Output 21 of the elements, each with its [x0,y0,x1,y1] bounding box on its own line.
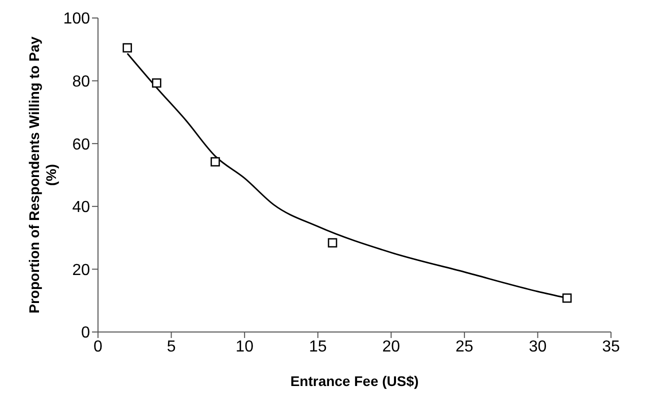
x-tick-label: 10 [236,338,254,356]
point [562,293,572,303]
y-axis-title: Proportion of Respondents Willing to Pay (%) [26,36,59,314]
x-tick-label: 30 [528,338,547,356]
y-tick-label: 0 [81,324,90,342]
y-tick-label: 100 [63,10,90,28]
x-tick-label: 5 [166,338,176,356]
x-tick-label: 20 [382,338,400,356]
y-tick-label: 20 [72,262,90,279]
point [328,238,338,248]
y-tick-label: 60 [72,136,90,154]
y-tick-label: 80 [72,73,90,90]
x-axis-title: Entrance Fee (US$) [290,372,419,389]
point [152,78,162,88]
x-tick-label: 35 [602,338,620,356]
x-tick-label: 15 [308,338,327,356]
x-tick-label: 0 [94,338,103,356]
point [210,157,220,166]
point [122,43,132,52]
x-tick-label: 25 [456,338,474,356]
y-tick-label: 40 [72,199,90,216]
